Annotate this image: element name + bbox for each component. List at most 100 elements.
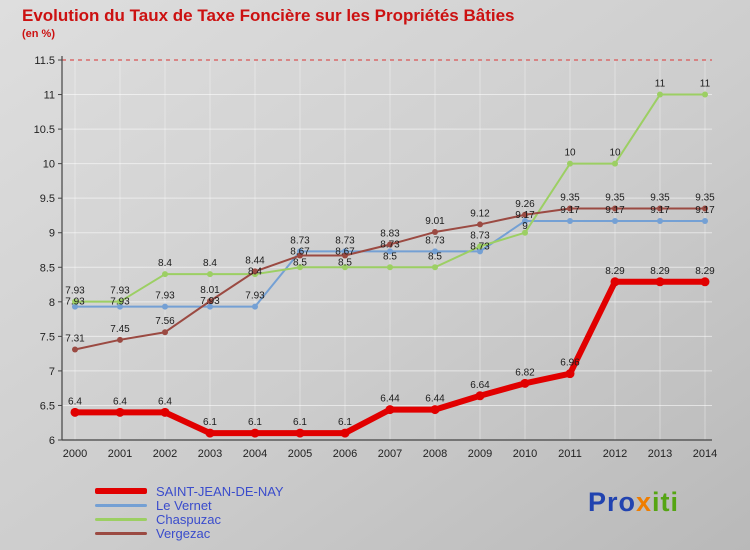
data-point <box>207 271 213 278</box>
data-point <box>207 303 213 310</box>
data-label: 7.45 <box>110 324 130 335</box>
legend-item: Le Vernet <box>95 498 284 512</box>
data-point <box>72 303 78 310</box>
y-tick-label: 9 <box>49 228 55 240</box>
data-point <box>657 91 663 98</box>
data-label: 8.73 <box>425 235 445 246</box>
data-label: 6.44 <box>425 394 445 405</box>
data-point <box>477 243 483 250</box>
y-tick-label: 11 <box>44 90 55 102</box>
data-label: 8.73 <box>470 230 490 241</box>
data-label: 8.44 <box>245 255 265 266</box>
data-point <box>612 160 618 167</box>
legend-swatch <box>95 488 147 494</box>
y-tick-label: 6 <box>49 435 55 447</box>
data-label: 7.93 <box>65 286 85 297</box>
data-label: 6.82 <box>515 367 535 378</box>
data-label: 8.4 <box>203 258 217 269</box>
data-point <box>340 428 350 438</box>
data-point <box>657 205 663 212</box>
data-point <box>387 241 393 248</box>
line-chart: 6 6.5 7 7.5 8 8.5 9 9.5 10 10.5 11 11.5 2000 2001 2002… <box>34 55 718 460</box>
data-label: 8.73 <box>380 239 400 250</box>
data-point <box>612 205 618 212</box>
data-label: 6.96 <box>560 358 580 369</box>
legend: SAINT-JEAN-DE-NAY Le Vernet Chaspuzac Verge… <box>95 484 284 540</box>
data-label: 6.1 <box>338 417 352 428</box>
data-label: 8.4 <box>248 266 262 277</box>
data-label: 9.17 <box>515 210 535 221</box>
data-point <box>612 217 618 224</box>
data-label: 8.29 <box>605 266 625 277</box>
data-point <box>72 298 78 305</box>
data-point <box>162 303 168 310</box>
data-label: 8.01 <box>200 285 220 296</box>
data-point <box>385 405 395 415</box>
data-label: 6.44 <box>380 394 400 405</box>
x-tick-label: 2010 <box>513 448 537 460</box>
data-label: 6.4 <box>113 396 127 407</box>
x-tick-label: 2005 <box>288 448 312 460</box>
data-point <box>252 303 258 310</box>
data-point <box>72 346 78 353</box>
legend-label: Le Vernet <box>156 497 212 513</box>
data-label: 9.12 <box>470 208 490 219</box>
data-label: 9.17 <box>650 205 670 216</box>
legend-item: Vergezac <box>95 526 284 540</box>
data-point <box>387 264 393 271</box>
x-tick-label: 2000 <box>63 448 87 460</box>
data-point <box>432 229 438 236</box>
data-point <box>567 160 573 167</box>
x-tick-label: 2014 <box>693 448 717 460</box>
data-label: 10 <box>609 148 621 159</box>
data-point <box>117 303 123 310</box>
data-label: 7.31 <box>65 333 85 344</box>
data-label: 8.5 <box>383 251 397 262</box>
data-label: 9.01 <box>425 216 445 227</box>
data-label: 8.29 <box>695 266 715 277</box>
y-tick-label: 7 <box>49 366 55 378</box>
legend-label: Vergezac <box>156 525 211 541</box>
data-label: 6.4 <box>68 396 82 407</box>
chart-title: Evolution du Taux de Taxe Foncière sur l… <box>22 6 515 25</box>
data-point <box>655 277 665 287</box>
data-point <box>565 369 575 379</box>
data-label: 11 <box>700 79 711 90</box>
x-tick-label: 2003 <box>198 448 222 460</box>
x-tick-label: 2004 <box>243 448 267 460</box>
data-label: 8.29 <box>650 266 670 277</box>
data-point <box>342 252 348 259</box>
data-point <box>475 391 485 401</box>
data-point <box>297 248 303 255</box>
data-label: 9.17 <box>695 205 715 216</box>
data-label: 7.56 <box>155 316 175 327</box>
data-label: 9.26 <box>515 199 535 210</box>
legend-swatch <box>95 517 147 521</box>
data-point <box>342 248 348 255</box>
data-label: 8.4 <box>158 258 172 269</box>
data-point <box>252 268 258 275</box>
data-label: 7.93 <box>65 297 85 308</box>
data-label: 9.35 <box>650 193 670 204</box>
logo-x: x <box>636 487 653 517</box>
data-point <box>610 277 620 287</box>
data-label: 8.83 <box>380 228 400 239</box>
y-tick-label: 11.5 <box>34 55 55 67</box>
data-point <box>657 217 663 224</box>
x-tick-label: 2013 <box>648 448 672 460</box>
data-point <box>430 405 440 415</box>
data-point <box>115 407 125 417</box>
data-point <box>162 271 168 278</box>
data-point <box>295 428 305 438</box>
data-point <box>567 217 573 224</box>
data-label: 10 <box>564 148 576 159</box>
x-tick-label: 2002 <box>153 448 177 460</box>
x-tick-label: 2006 <box>333 448 357 460</box>
logo-pro: Pro <box>588 487 637 517</box>
data-point <box>160 407 170 417</box>
data-point <box>297 252 303 259</box>
legend-item: Chaspuzac <box>95 512 284 526</box>
data-label: 7.93 <box>110 297 130 308</box>
data-point <box>522 229 528 236</box>
